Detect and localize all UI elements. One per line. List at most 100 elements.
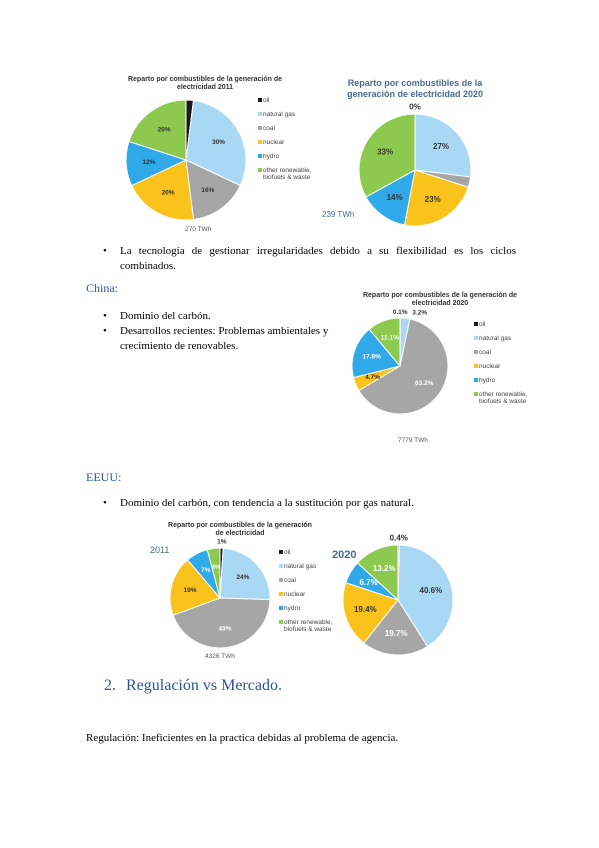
value-label: 63.2% <box>415 380 434 387</box>
pie-slice <box>414 169 472 188</box>
pie-slice <box>397 544 454 648</box>
legend-swatch <box>258 154 262 158</box>
pie-slice <box>185 99 247 187</box>
legend-item: hydro <box>258 153 333 160</box>
legend-swatch <box>474 322 478 326</box>
legend-label: coal <box>479 349 491 356</box>
legend-item: oil <box>258 97 333 104</box>
legend-label: oil <box>479 321 486 328</box>
legend-label: nuclear <box>284 591 306 598</box>
pie-slice <box>352 365 401 392</box>
value-label: 3.2% <box>412 309 427 316</box>
pie-slice <box>399 317 411 367</box>
legend-item: nuclear <box>474 363 549 370</box>
pie-slice <box>131 159 195 221</box>
value-label: 27% <box>433 142 449 151</box>
legend-swatch <box>258 126 262 130</box>
pie-slice <box>206 547 221 599</box>
total-label: 270 TWh <box>185 226 212 233</box>
legend-swatch <box>279 620 283 624</box>
pie-slice <box>368 317 401 368</box>
chart-title: Reparto por combustibles de la generació… <box>168 522 312 537</box>
pie-slice <box>219 547 271 601</box>
section-number: 2. <box>104 677 116 694</box>
value-label: 20% <box>162 189 175 196</box>
pie-slice <box>169 559 221 616</box>
value-label: 19.7% <box>385 629 408 638</box>
legend-item: nuclear <box>279 591 354 598</box>
legend-item: coal <box>474 349 549 356</box>
legend-label: hydro <box>263 153 280 160</box>
legend-label: other renewable, biofuels & waste <box>479 391 528 405</box>
legend-swatch <box>279 564 283 568</box>
legend: oil natural gas coal nuclear hydro other rene… <box>474 321 549 412</box>
value-label: 12% <box>142 159 155 166</box>
legend-item: natural gas <box>474 335 549 342</box>
chart-title: Reparto por combustibles de la generació… <box>127 76 283 91</box>
value-label: 1% <box>217 539 227 546</box>
legend-item: other renewable, biofuels & waste <box>279 619 354 633</box>
value-label: 30% <box>212 139 225 146</box>
legend-swatch <box>258 168 262 172</box>
value-label: 13.2% <box>373 564 396 573</box>
value-label: 24% <box>236 574 249 581</box>
legend-label: hydro <box>479 377 496 384</box>
legend-item: oil <box>279 549 354 556</box>
bullet-text: Dominio del carbón, con tendencia a la s… <box>103 496 520 511</box>
legend-item: natural gas <box>279 563 354 570</box>
pie-slice <box>414 113 472 178</box>
section-heading: 2. Regulación vs Mercado. <box>104 677 282 695</box>
pie-slice <box>125 140 188 187</box>
legend-item: nuclear <box>258 139 333 146</box>
paragraph: Regulación: Ineficientes en la practica … <box>86 732 399 744</box>
legend-label: coal <box>263 125 275 132</box>
legend-label: other renewable, biofuels & waste <box>263 167 312 181</box>
legend-item: natural gas <box>258 111 333 118</box>
legend-swatch <box>474 392 478 396</box>
legend-label: nuclear <box>479 363 501 370</box>
value-label: 14% <box>387 193 403 202</box>
pie-slice <box>358 318 449 415</box>
legend-label: natural gas <box>479 335 512 342</box>
pie-slice <box>345 562 399 601</box>
value-label: 0.4% <box>390 534 408 543</box>
value-label: 0% <box>409 102 421 111</box>
legend: oil natural gas coal nuclear hydro other rene… <box>279 549 354 640</box>
legend-item: hydro <box>279 605 354 612</box>
legend-item: oil <box>474 321 549 328</box>
chart-title: Reparto por combustibles de la generació… <box>362 292 518 307</box>
legend-label: nuclear <box>263 139 285 146</box>
bullet-text: Desarrollos recientes: Problemas ambient… <box>103 324 340 354</box>
bullet-text: Dominio del carbón. <box>103 309 340 324</box>
pie-slice <box>128 99 187 161</box>
section-label: EEUU: <box>86 470 122 484</box>
value-label: 19% <box>184 587 197 594</box>
legend-swatch <box>258 140 262 144</box>
pie-slice <box>403 169 469 227</box>
legend-label: oil <box>284 549 291 556</box>
value-label: 33% <box>377 147 393 156</box>
legend: oil natural gas coal nuclear hydro other rene… <box>258 97 333 188</box>
pie-slice <box>185 159 241 221</box>
legend-swatch <box>279 606 283 610</box>
legend-label: coal <box>284 577 296 584</box>
value-label: 43% <box>218 625 231 632</box>
pie-slice <box>365 169 416 226</box>
section-title: Regulación vs Mercado. <box>126 677 282 694</box>
legend-swatch <box>279 592 283 596</box>
legend-item: coal <box>279 577 354 584</box>
year-label: 2020 <box>332 549 357 561</box>
legend-swatch <box>258 112 262 116</box>
legend-label: other renewable, biofuels & waste <box>284 619 333 633</box>
value-label: 7% <box>201 567 211 574</box>
value-label: 4% <box>211 564 221 571</box>
legend-item: other renewable, biofuels & waste <box>474 391 549 405</box>
pie-slice <box>186 549 221 599</box>
